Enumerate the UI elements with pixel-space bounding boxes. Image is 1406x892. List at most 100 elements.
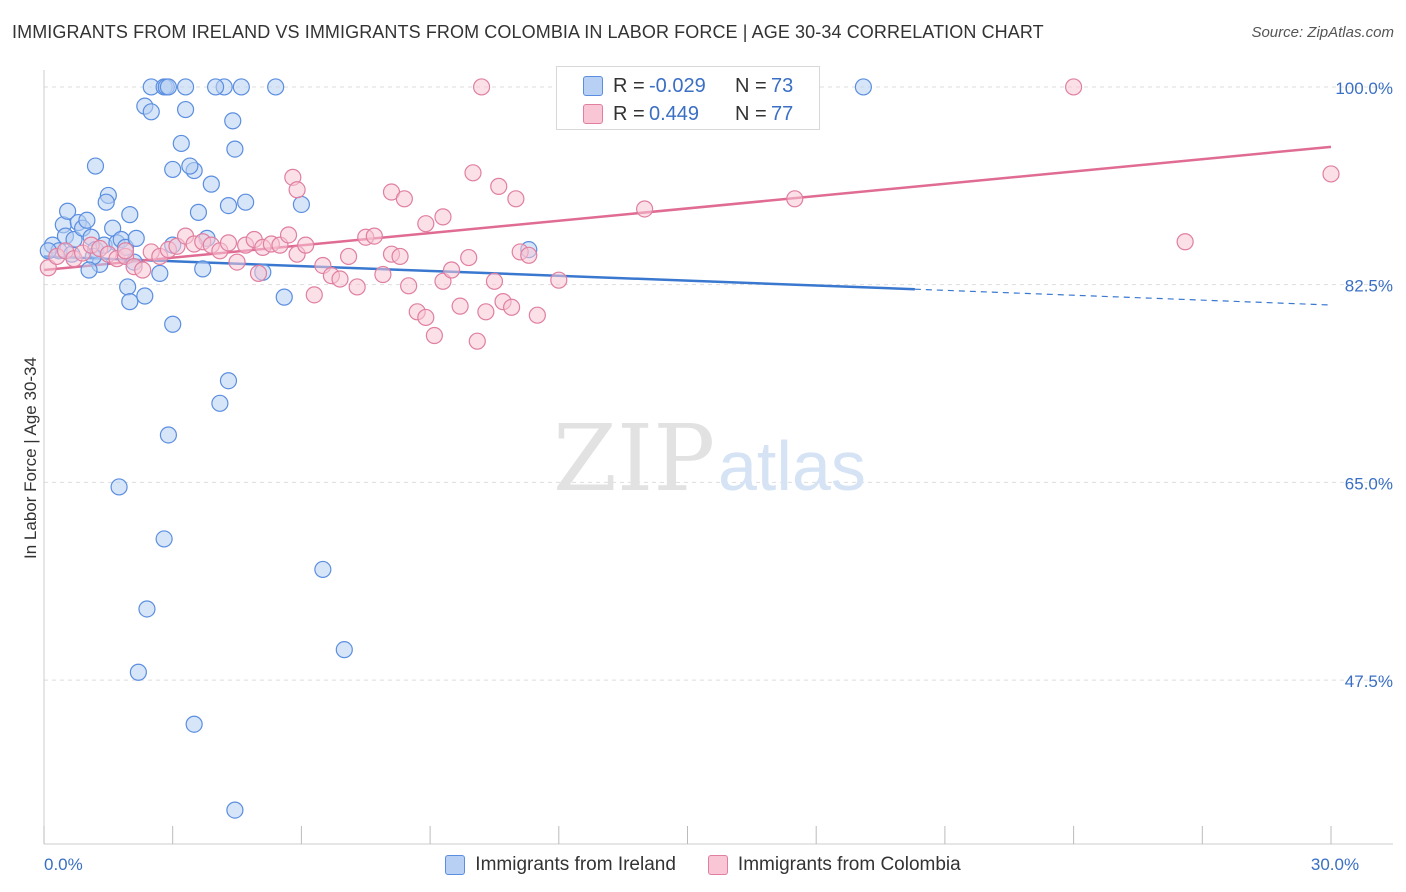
ireland-point-4 xyxy=(58,202,77,220)
ireland-point-37 xyxy=(181,157,199,175)
colombia-point-21 xyxy=(219,234,238,252)
colombia-point-47 xyxy=(442,261,461,279)
ireland-point-23 xyxy=(121,206,139,224)
colombia-point-63 xyxy=(434,208,452,226)
colombia-point-28 xyxy=(279,226,298,244)
colombia-n-label: N = xyxy=(735,102,767,125)
ireland-point-14 xyxy=(80,261,98,279)
ireland-point-61 xyxy=(237,193,255,211)
ireland-point-25 xyxy=(127,229,145,247)
colombia-point-22 xyxy=(228,253,246,271)
colombia-point-52 xyxy=(485,272,504,290)
ireland-point-45 xyxy=(202,175,220,193)
ireland-r-label: R = xyxy=(613,74,645,97)
colombia-point-74 xyxy=(1322,165,1340,183)
ireland-point-71 xyxy=(854,78,872,96)
ireland-point-30 xyxy=(159,78,178,96)
ireland-point-40 xyxy=(151,264,169,282)
colombia-point-30 xyxy=(297,236,315,254)
watermark-atlas: atlas xyxy=(718,427,866,505)
legend-swatch-ireland xyxy=(445,855,466,875)
colombia-point-64 xyxy=(464,164,482,182)
ireland-point-63 xyxy=(292,195,310,214)
legend: Immigrants from Ireland Immigrants from … xyxy=(0,851,1406,879)
y-tick-label-3: 47.5% xyxy=(1345,672,1393,691)
ireland-point-54 xyxy=(219,372,238,390)
ireland-point-9 xyxy=(78,211,96,229)
trend-line-colombia xyxy=(43,145,1332,272)
ireland-point-56 xyxy=(159,426,178,444)
colombia-point-34 xyxy=(331,270,349,288)
ireland-point-55 xyxy=(211,394,229,412)
colombia-point-31 xyxy=(305,286,323,304)
x-tick-label-1: 30.0% xyxy=(1311,855,1359,874)
colombia-point-61 xyxy=(395,190,413,208)
legend-label-ireland: Immigrants from Ireland xyxy=(475,854,676,875)
watermark: ZIP atlas xyxy=(553,405,866,512)
colombia-n-value: 77 xyxy=(771,102,794,125)
ireland-point-20 xyxy=(97,193,115,211)
ireland-point-43 xyxy=(164,315,182,333)
colombia-point-68 xyxy=(635,200,654,218)
colombia-point-44 xyxy=(417,308,435,327)
ireland-point-59 xyxy=(267,78,285,96)
colombia-point-35 xyxy=(339,247,358,266)
ireland-point-44 xyxy=(194,260,212,278)
colombia-r-value: 0.449 xyxy=(649,102,700,125)
y-tick-label-1: 82.5% xyxy=(1345,277,1393,296)
y-axis-label: In Labor Force | Age 30-34 xyxy=(21,357,40,559)
stats-box: R = -0.029 N = 73 R = 0.449 N = 77 xyxy=(556,66,820,130)
colombia-point-65 xyxy=(490,177,508,195)
colombia-point-76 xyxy=(249,264,268,282)
x-tick-label-0: 0.0% xyxy=(44,855,83,874)
ireland-point-66 xyxy=(185,715,203,733)
colombia-point-42 xyxy=(400,277,418,295)
ireland-point-46 xyxy=(189,203,208,221)
colombia-point-75 xyxy=(116,242,135,260)
ireland-point-32 xyxy=(176,100,195,119)
ireland-point-64 xyxy=(314,560,332,579)
colombia-point-48 xyxy=(451,297,469,315)
y-tick-label-0: 100.0% xyxy=(1335,79,1393,98)
colombia-point-36 xyxy=(348,278,366,296)
colombia-point-46 xyxy=(434,272,452,290)
ireland-point-67 xyxy=(226,801,244,819)
colombia-point-54 xyxy=(503,298,521,316)
chart-source: Source: ZipAtlas.com xyxy=(1251,24,1394,41)
ireland-point-68 xyxy=(138,600,156,618)
ireland-point-35 xyxy=(164,160,182,179)
colombia-point-50 xyxy=(468,332,486,350)
colombia-point-39 xyxy=(374,265,392,284)
ireland-point-26 xyxy=(119,278,137,296)
axis-layer xyxy=(43,70,1393,845)
ireland-swatch xyxy=(583,76,603,96)
legend-item-colombia[interactable]: Immigrants from Colombia xyxy=(707,854,961,876)
ireland-point-69 xyxy=(129,663,147,681)
ireland-point-42 xyxy=(136,287,154,305)
ireland-point-41 xyxy=(121,293,139,311)
ireland-point-57 xyxy=(110,478,128,496)
ireland-point-19 xyxy=(86,157,105,175)
ireland-point-51 xyxy=(232,78,250,96)
label-layer: 100.0% 82.5% 65.0% 47.5% 0.0% 30.0% xyxy=(44,79,1393,874)
trend-line-ireland xyxy=(43,255,915,291)
ireland-point-31 xyxy=(176,78,195,96)
legend-label-colombia: Immigrants from Colombia xyxy=(737,854,961,875)
colombia-point-70 xyxy=(472,78,491,96)
colombia-swatch xyxy=(583,104,603,124)
legend-item-ireland[interactable]: Immigrants from Ireland xyxy=(445,854,676,876)
legend-swatch-colombia xyxy=(707,855,728,875)
trend-layer xyxy=(43,145,1332,306)
colombia-point-38 xyxy=(365,227,383,245)
watermark-zip: ZIP xyxy=(553,405,715,512)
ireland-n-value: 73 xyxy=(771,74,794,97)
ireland-point-34 xyxy=(142,103,160,121)
colombia-r-label: R = xyxy=(613,102,645,125)
ireland-point-58 xyxy=(155,530,173,548)
colombia-point-56 xyxy=(520,246,538,264)
colombia-point-59 xyxy=(288,181,306,199)
colombia-point-67 xyxy=(550,271,568,289)
ireland-r-value: -0.029 xyxy=(649,74,706,97)
colombia-point-51 xyxy=(477,303,495,321)
